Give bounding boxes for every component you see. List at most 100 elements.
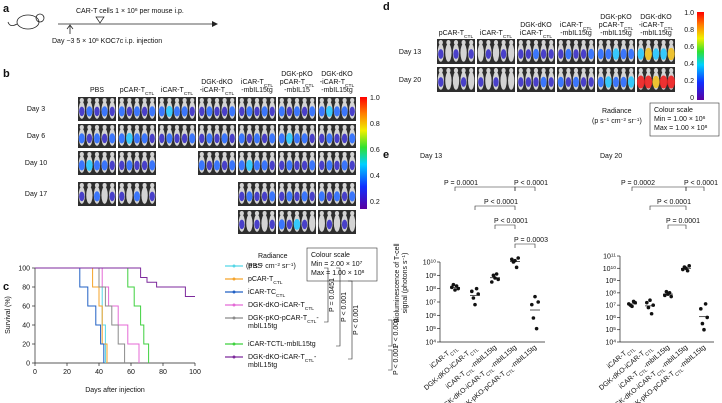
mouse-head xyxy=(102,124,107,130)
signal xyxy=(565,48,572,60)
mouse-head xyxy=(127,182,132,188)
mouse-head xyxy=(174,97,180,103)
signal xyxy=(134,160,140,171)
mouse-head xyxy=(302,210,307,216)
mouse-head xyxy=(310,124,315,130)
mouse-head xyxy=(279,151,284,157)
mouse-head xyxy=(533,40,539,45)
panel-label: e xyxy=(383,149,389,161)
mouse-head xyxy=(327,151,332,157)
text-run: 10 xyxy=(423,260,431,267)
superscript: 9 xyxy=(433,271,436,277)
legend-text: pCAR-TCTL xyxy=(248,276,283,286)
legend-text: DGK-dKO-iCAR-TCTL- xyxy=(248,354,317,364)
signal xyxy=(286,219,293,230)
group-label: pCAR-TCTL xyxy=(120,87,155,97)
subscript: CTL xyxy=(638,367,649,378)
signal xyxy=(278,219,285,230)
y-tick-label: 108 xyxy=(425,285,436,294)
mouse-head xyxy=(438,40,443,45)
signal xyxy=(254,133,260,144)
mouse xyxy=(101,186,108,204)
mouse-head xyxy=(119,97,124,103)
legend-marker xyxy=(232,290,236,294)
group-label: -iCAR-TCTL xyxy=(320,79,355,89)
mouse-head xyxy=(119,151,124,157)
signal xyxy=(246,159,253,171)
text-run: - xyxy=(314,354,317,361)
panel-label: b xyxy=(3,68,10,80)
mouse xyxy=(318,214,325,232)
mouse-head xyxy=(262,124,267,130)
mouse-head xyxy=(134,97,140,103)
text-run: ) xyxy=(293,263,295,270)
mouse-head xyxy=(669,40,674,45)
text-run: iCAR-T xyxy=(241,79,265,86)
signal xyxy=(518,49,524,59)
text-run: iCAR-T xyxy=(480,30,504,37)
bracket xyxy=(454,186,516,191)
mouse-head xyxy=(262,210,267,216)
signal xyxy=(293,218,301,230)
radiance-label: Radiance xyxy=(258,253,288,260)
signal xyxy=(206,106,213,117)
signal xyxy=(326,133,333,144)
signal xyxy=(660,48,667,60)
scale-text: Min = 2.00 × 107 xyxy=(311,260,363,269)
mouse-head xyxy=(190,124,195,130)
mouse-head xyxy=(287,151,292,157)
mouse-head xyxy=(629,68,634,73)
mouse-head xyxy=(669,68,674,73)
row-label: Day 20 xyxy=(399,77,421,84)
group-label: -mbIL15tg xyxy=(321,87,353,94)
signal xyxy=(652,75,660,89)
mouse-head xyxy=(262,97,267,103)
mouse-head xyxy=(102,151,107,157)
scale-text: Max = 1.00 × 108 xyxy=(654,124,708,133)
mouse-head xyxy=(207,124,212,130)
superscript: −1 xyxy=(604,117,610,123)
mouse xyxy=(261,214,268,232)
mouse-head xyxy=(493,68,499,73)
mouse-head xyxy=(287,124,292,130)
group-label: -iCAR-TCTL xyxy=(200,87,235,97)
mouse-head xyxy=(214,151,220,157)
data-point xyxy=(474,286,479,291)
signal xyxy=(301,133,308,144)
signal xyxy=(525,77,532,87)
superscript: 7 xyxy=(433,298,436,304)
signal xyxy=(620,48,627,60)
data-point xyxy=(700,321,705,326)
mouse-head xyxy=(159,97,164,103)
y-tick-label: 107 xyxy=(425,298,436,307)
mouse-head xyxy=(239,124,244,130)
legend-text: PBS xyxy=(248,263,262,270)
data-point xyxy=(490,280,494,284)
text-run: Max = 1.00 × 10 xyxy=(311,270,362,277)
superscript: 4 xyxy=(433,338,436,344)
text-run: -iCAR-T xyxy=(639,22,665,29)
signal xyxy=(166,133,173,144)
p-value: P < 0.001 xyxy=(393,345,400,375)
signal xyxy=(229,106,236,117)
signal xyxy=(238,160,245,171)
signal xyxy=(286,132,293,144)
mouse-head xyxy=(319,210,324,216)
signal xyxy=(101,106,108,117)
y-axis-label: Survival (%) xyxy=(5,296,12,334)
row-label: Day 17 xyxy=(25,191,47,198)
subscript: CTL xyxy=(543,34,553,40)
mouse-head xyxy=(247,97,252,103)
x-tick-label: 60 xyxy=(127,369,135,376)
signal xyxy=(573,76,579,88)
text-run: (p s xyxy=(592,118,604,125)
mouse-head xyxy=(94,151,100,157)
text-run: 10 xyxy=(605,303,613,310)
mouse-head xyxy=(310,151,315,157)
superscript: −1 xyxy=(634,117,640,123)
p-value: P = 0.0002 xyxy=(621,180,655,187)
signal xyxy=(269,160,275,171)
group-label: -mbIL15tg xyxy=(560,30,592,37)
superscript: −2 xyxy=(275,262,281,268)
text-run: sr xyxy=(280,263,288,270)
